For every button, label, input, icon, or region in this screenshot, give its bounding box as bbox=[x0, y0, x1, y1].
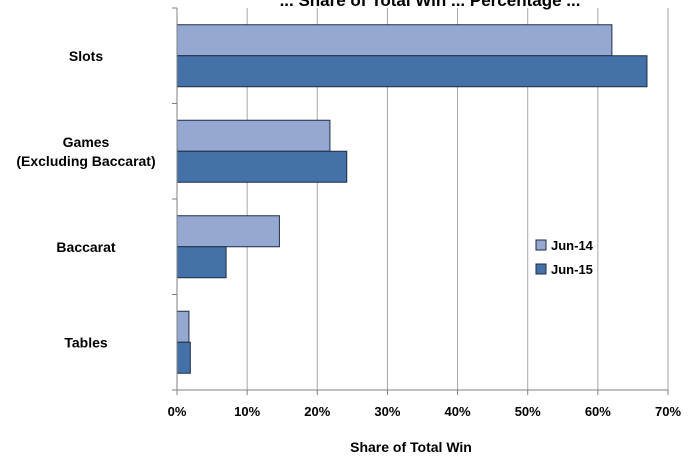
bars bbox=[176, 24, 648, 374]
bar-jun-15 bbox=[176, 55, 648, 88]
bar-jun-14 bbox=[176, 119, 331, 152]
bar-jun-15 bbox=[176, 341, 191, 374]
x-tick-label: 40% bbox=[445, 404, 471, 419]
legend: Jun-14 Jun-15 bbox=[535, 238, 594, 277]
category-label: Tables bbox=[64, 334, 108, 350]
category-label: Slots bbox=[69, 48, 103, 64]
chart-title: ... Share of Total Win ... Percentage ..… bbox=[280, 0, 581, 10]
bar-jun-15 bbox=[176, 150, 348, 183]
x-tick-label: 0% bbox=[168, 404, 187, 419]
x-axis-title: Share of Total Win bbox=[350, 439, 472, 455]
x-tick-labels: 0% 10% 20% 30% 40% 50% 60% 70% bbox=[168, 404, 682, 419]
x-tick-label: 60% bbox=[585, 404, 611, 419]
category-label: Baccarat bbox=[56, 239, 115, 255]
bar-jun-14 bbox=[176, 24, 613, 57]
x-tick-label: 50% bbox=[515, 404, 541, 419]
bar-jun-14 bbox=[176, 215, 280, 248]
category-label: Games (Excluding Baccarat) bbox=[16, 134, 155, 169]
axes bbox=[172, 7, 669, 395]
bar-jun-14 bbox=[176, 310, 190, 343]
bar-jun-15 bbox=[176, 246, 227, 279]
category-labels: Slots Games (Excluding Baccarat) Baccarat Ta… bbox=[16, 48, 155, 351]
x-tick-label: 30% bbox=[374, 404, 400, 419]
legend-swatch bbox=[535, 263, 547, 275]
x-tick-label: 10% bbox=[234, 404, 260, 419]
legend-label: Jun-14 bbox=[551, 238, 594, 253]
legend-swatch bbox=[535, 239, 547, 251]
x-tick-label: 70% bbox=[655, 404, 681, 419]
x-tick-label: 20% bbox=[304, 404, 330, 419]
legend-label: Jun-15 bbox=[551, 262, 593, 277]
